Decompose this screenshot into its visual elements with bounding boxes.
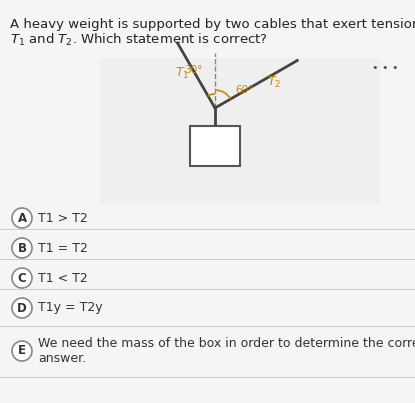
Circle shape [12,268,32,288]
Text: T1 < T2: T1 < T2 [38,272,88,285]
Circle shape [12,341,32,361]
Text: $T_1$: $T_1$ [175,66,189,81]
Text: $T_1$ and $T_2$. Which statement is correct?: $T_1$ and $T_2$. Which statement is corr… [10,32,268,48]
Text: D: D [17,301,27,314]
Text: A: A [17,212,27,224]
Text: We need the mass of the box in order to determine the correct
answer.: We need the mass of the box in order to … [38,337,415,365]
Circle shape [12,208,32,228]
Text: C: C [17,272,27,285]
Text: T1 > T2: T1 > T2 [38,212,88,224]
Text: $T_2$: $T_2$ [267,75,281,90]
FancyBboxPatch shape [190,126,240,166]
Circle shape [12,298,32,318]
Text: • • •: • • • [372,63,398,73]
FancyBboxPatch shape [100,58,380,203]
Circle shape [12,238,32,258]
Text: T1 = T2: T1 = T2 [38,241,88,255]
Text: B: B [17,241,27,255]
Text: E: E [18,345,26,357]
Text: 60°: 60° [235,85,254,95]
Text: T1y = T2y: T1y = T2y [38,301,103,314]
Text: 30°: 30° [184,65,202,75]
Text: A heavy weight is supported by two cables that exert tensions of magnitude: A heavy weight is supported by two cable… [10,18,415,31]
